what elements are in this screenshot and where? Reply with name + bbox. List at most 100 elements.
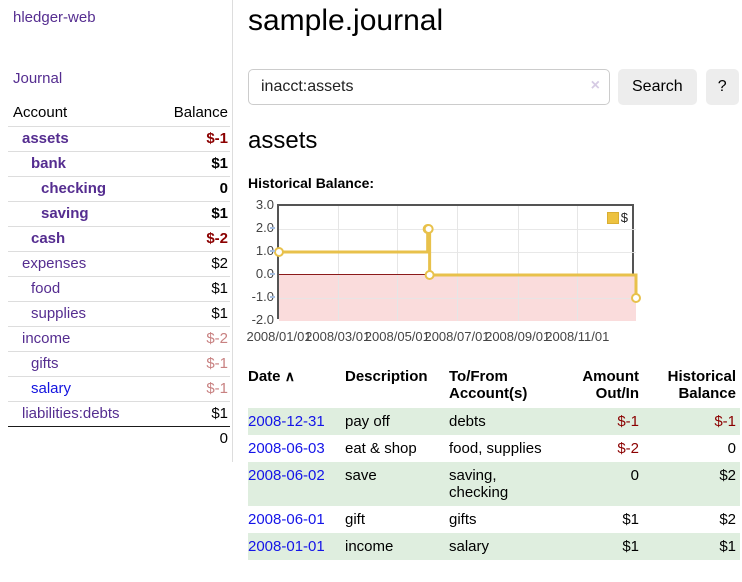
register-cell-description: eat & shop — [345, 440, 417, 457]
account-link-gifts[interactable]: gifts — [31, 355, 59, 372]
main-content: sample.journal × Search ? assets Histori… — [246, 0, 742, 560]
x-axis-tick-label: 2008/05/01 — [364, 329, 430, 344]
sidebar: hledger-web Journal Account Balance asse… — [0, 0, 232, 451]
account-link-saving[interactable]: saving — [41, 205, 89, 222]
y-axis-tick-label: 1.0 — [255, 243, 274, 258]
register-cell-date: 2008-06-03 — [248, 435, 345, 462]
transaction-date-link[interactable]: 2008-01-01 — [248, 538, 325, 555]
account-link-salary[interactable]: salary — [31, 380, 72, 397]
accounts-header-account: Account — [13, 104, 68, 121]
account-row: saving $1 — [8, 201, 230, 227]
register-header-account: To/From Account(s) — [449, 368, 528, 402]
register-cell-amount: $1 — [622, 538, 639, 555]
register-cell-date: 2008-06-02 — [248, 462, 345, 506]
account-balance: $-1 — [206, 380, 228, 397]
account-row: cash $-2 — [8, 226, 230, 252]
account-balance: $1 — [211, 305, 228, 322]
data-point-marker[interactable] — [424, 270, 435, 280]
search-button[interactable]: Search — [618, 69, 697, 105]
sort-ascending-icon: ∧ — [284, 368, 295, 384]
data-point-marker[interactable] — [423, 224, 434, 234]
accounts-table: Account Balance assets $-1 bank $1 checking 0… — [8, 101, 230, 451]
gridline-horizontal — [279, 298, 636, 299]
gridline-vertical — [577, 206, 578, 321]
data-point-marker[interactable] — [274, 247, 284, 257]
account-row: expenses $2 — [8, 251, 230, 277]
gridline-horizontal — [279, 229, 636, 230]
x-axis-tick-label: 2008/11/01 — [545, 329, 610, 344]
account-row: supplies $1 — [8, 301, 230, 327]
account-link-supplies[interactable]: supplies — [31, 305, 87, 322]
search-input[interactable] — [248, 69, 610, 105]
transaction-date-link[interactable]: 2008-12-31 — [248, 413, 325, 430]
register-cell-balance: $2 — [719, 467, 736, 484]
register-header-row: Date ∧ Description To/From Account(s) Am… — [248, 364, 740, 408]
brand-link[interactable]: hledger-web — [13, 9, 96, 26]
register-cell-accounts: food, supplies — [449, 440, 542, 457]
account-row: bank $1 — [8, 151, 230, 177]
x-axis-tick-label: 2008/09/01 — [485, 329, 551, 344]
register-cell-date: 2008-06-01 — [248, 506, 345, 533]
gridline-vertical — [338, 206, 339, 321]
register-cell-balance: 0 — [727, 440, 736, 457]
register-row: 2008-06-02 save saving, checking 0 $2 — [248, 462, 740, 506]
account-link-assets[interactable]: assets — [22, 130, 69, 147]
register-cell-accounts: saving, checking — [449, 467, 509, 501]
account-link-food[interactable]: food — [31, 280, 61, 297]
account-balance: $1 — [211, 280, 228, 297]
y-axis-tick-mark — [270, 227, 275, 229]
series-line — [279, 227, 638, 298]
register-header-balance: Historical Balance — [667, 368, 736, 402]
register-cell-description: save — [345, 467, 377, 484]
register-header-amount: Amount Out/In — [582, 368, 639, 402]
account-link-checking[interactable]: checking — [41, 180, 107, 197]
data-point-marker[interactable] — [631, 293, 641, 303]
y-axis-tick-label: 0.0 — [255, 266, 274, 281]
account-row: food $1 — [8, 276, 230, 302]
accounts-total-row: 0 — [8, 426, 230, 451]
register-header-date[interactable]: Date ∧ — [248, 368, 295, 385]
register-row: 2008-01-01 income salary $1 $1 — [248, 533, 740, 560]
account-row: liabilities:debts $1 — [8, 401, 230, 427]
account-link-liabilities-debts[interactable]: liabilities:debts — [22, 405, 120, 422]
account-row: salary $-1 — [8, 376, 230, 402]
sidebar-divider — [232, 0, 233, 462]
account-balance: $2 — [211, 255, 228, 272]
y-axis-tick-mark — [270, 273, 275, 275]
transaction-date-link[interactable]: 2008-06-01 — [248, 511, 325, 528]
register-cell-balance: $1 — [719, 538, 736, 555]
register-header-description: Description — [345, 368, 428, 385]
transaction-date-link[interactable]: 2008-06-02 — [248, 467, 325, 484]
y-axis-tick-mark — [270, 296, 275, 298]
help-button[interactable]: ? — [705, 69, 739, 105]
clear-search-icon[interactable]: × — [590, 77, 600, 94]
register-cell-description: income — [345, 538, 394, 555]
accounts-total-spacer — [8, 426, 153, 451]
register-cell-balance: $2 — [719, 511, 736, 528]
legend-swatch — [606, 211, 619, 224]
accounts-total-balance: 0 — [152, 426, 230, 451]
account-balance: $1 — [211, 155, 228, 172]
historical-balance-chart[interactable]: $3.0 2.0 1.0 0.0 -1.0 -2.0 2008/01/01 2008/03/0… — [246, 197, 668, 349]
balance-series — [274, 224, 641, 303]
account-link-cash[interactable]: cash — [31, 230, 66, 247]
register-cell-amount: 0 — [630, 467, 639, 484]
account-balance: $-1 — [206, 355, 228, 372]
register-cell-accounts: gifts — [449, 511, 477, 528]
register-cell-accounts: debts — [449, 413, 486, 430]
account-link-expenses[interactable]: expenses — [22, 255, 87, 272]
register-row: 2008-06-03 eat & shop food, supplies $-2 0 — [248, 435, 740, 462]
account-balance: $1 — [211, 205, 228, 222]
sidebar-item-journal[interactable]: Journal — [13, 70, 63, 87]
account-title: assets — [248, 127, 318, 154]
account-link-income[interactable]: income — [22, 330, 71, 347]
gridline-vertical — [397, 206, 398, 321]
account-link-bank[interactable]: bank — [31, 155, 67, 172]
chart-plot-area[interactable]: $ — [274, 204, 641, 321]
chart-label: Historical Balance: — [248, 175, 375, 191]
page-title: sample.journal — [248, 4, 444, 37]
transaction-date-link[interactable]: 2008-06-03 — [248, 440, 325, 457]
register-cell-accounts: salary — [449, 538, 490, 555]
account-balance: 0 — [219, 180, 228, 197]
x-axis-tick-label: 2008/07/01 — [424, 329, 490, 344]
